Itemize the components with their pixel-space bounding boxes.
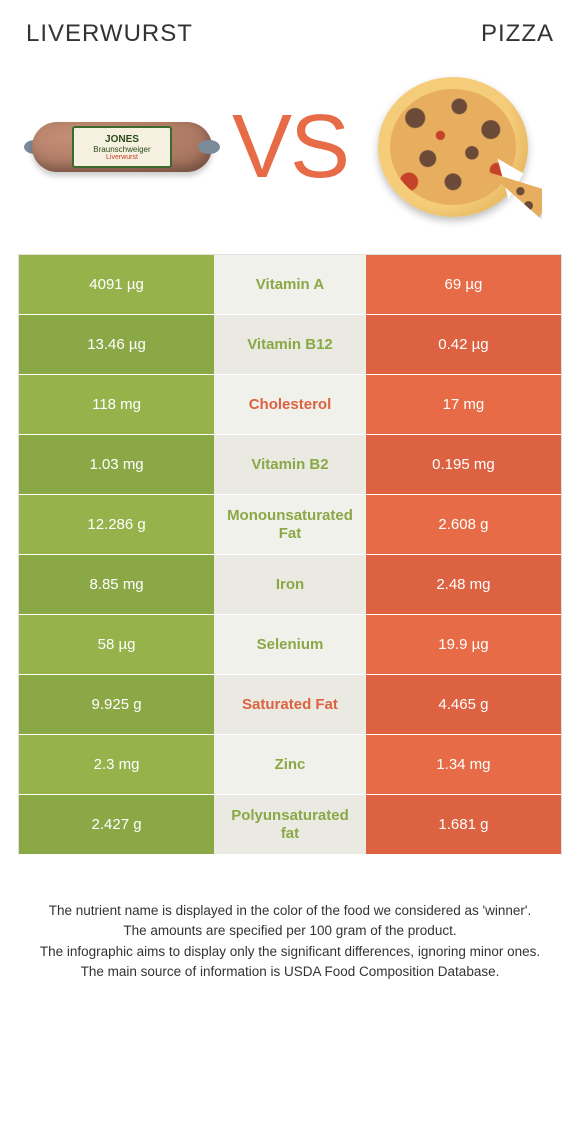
liverwurst-brand: JONES xyxy=(105,134,139,145)
right-value: 1.34 mg xyxy=(366,735,561,794)
liverwurst-name: Braunschweiger xyxy=(93,145,150,154)
nutrient-table: 4091 µgVitamin A69 µg13.46 µgVitamin B12… xyxy=(18,254,562,855)
left-food-image: JONES Braunschweiger Liverwurst xyxy=(18,72,226,222)
left-value: 12.286 g xyxy=(19,495,214,554)
nutrient-label: Zinc xyxy=(214,735,366,794)
table-row: 12.286 gMonounsaturated Fat2.608 g xyxy=(19,495,561,555)
header: Liverwurst Pizza xyxy=(18,20,562,72)
table-row: 4091 µgVitamin A69 µg xyxy=(19,255,561,315)
right-value: 4.465 g xyxy=(366,675,561,734)
table-row: 8.85 mgIron2.48 mg xyxy=(19,555,561,615)
images-row: JONES Braunschweiger Liverwurst VS xyxy=(18,72,562,222)
nutrient-label: Iron xyxy=(214,555,366,614)
liverwurst-illustration: JONES Braunschweiger Liverwurst xyxy=(32,112,212,182)
left-value: 9.925 g xyxy=(19,675,214,734)
vs-label: VS xyxy=(232,96,348,199)
left-value: 58 µg xyxy=(19,615,214,674)
nutrient-label: Vitamin B2 xyxy=(214,435,366,494)
right-value: 1.681 g xyxy=(366,795,561,854)
left-value: 118 mg xyxy=(19,375,214,434)
infographic-container: Liverwurst Pizza JONES Braunschweiger Li… xyxy=(0,0,580,1002)
table-row: 2.427 gPolyunsaturated fat1.681 g xyxy=(19,795,561,855)
nutrient-label: Cholesterol xyxy=(214,375,366,434)
table-row: 9.925 gSaturated Fat4.465 g xyxy=(19,675,561,735)
table-row: 1.03 mgVitamin B20.195 mg xyxy=(19,435,561,495)
nutrient-label: Polyunsaturated fat xyxy=(214,795,366,854)
right-value: 19.9 µg xyxy=(366,615,561,674)
right-food-title: Pizza xyxy=(481,20,554,48)
table-row: 13.46 µgVitamin B120.42 µg xyxy=(19,315,561,375)
right-food-image xyxy=(354,72,562,222)
nutrient-label: Monounsaturated Fat xyxy=(214,495,366,554)
footer-line: The nutrient name is displayed in the co… xyxy=(24,901,556,921)
liverwurst-sub: Liverwurst xyxy=(106,154,138,161)
nutrient-label: Selenium xyxy=(214,615,366,674)
left-value: 1.03 mg xyxy=(19,435,214,494)
left-food-title: Liverwurst xyxy=(26,20,193,48)
right-value: 2.608 g xyxy=(366,495,561,554)
left-value: 2.427 g xyxy=(19,795,214,854)
table-row: 58 µgSelenium19.9 µg xyxy=(19,615,561,675)
right-value: 0.42 µg xyxy=(366,315,561,374)
right-value: 17 mg xyxy=(366,375,561,434)
nutrient-label: Vitamin B12 xyxy=(214,315,366,374)
left-value: 8.85 mg xyxy=(19,555,214,614)
table-row: 2.3 mgZinc1.34 mg xyxy=(19,735,561,795)
footer-line: The infographic aims to display only the… xyxy=(24,942,556,962)
left-value: 2.3 mg xyxy=(19,735,214,794)
right-value: 69 µg xyxy=(366,255,561,314)
left-value: 13.46 µg xyxy=(19,315,214,374)
table-row: 118 mgCholesterol17 mg xyxy=(19,375,561,435)
right-value: 2.48 mg xyxy=(366,555,561,614)
footer-line: The main source of information is USDA F… xyxy=(24,962,556,982)
footer-notes: The nutrient name is displayed in the co… xyxy=(18,901,562,982)
left-value: 4091 µg xyxy=(19,255,214,314)
pizza-illustration xyxy=(378,72,538,222)
nutrient-label: Saturated Fat xyxy=(214,675,366,734)
right-value: 0.195 mg xyxy=(366,435,561,494)
nutrient-label: Vitamin A xyxy=(214,255,366,314)
footer-line: The amounts are specified per 100 gram o… xyxy=(24,921,556,941)
